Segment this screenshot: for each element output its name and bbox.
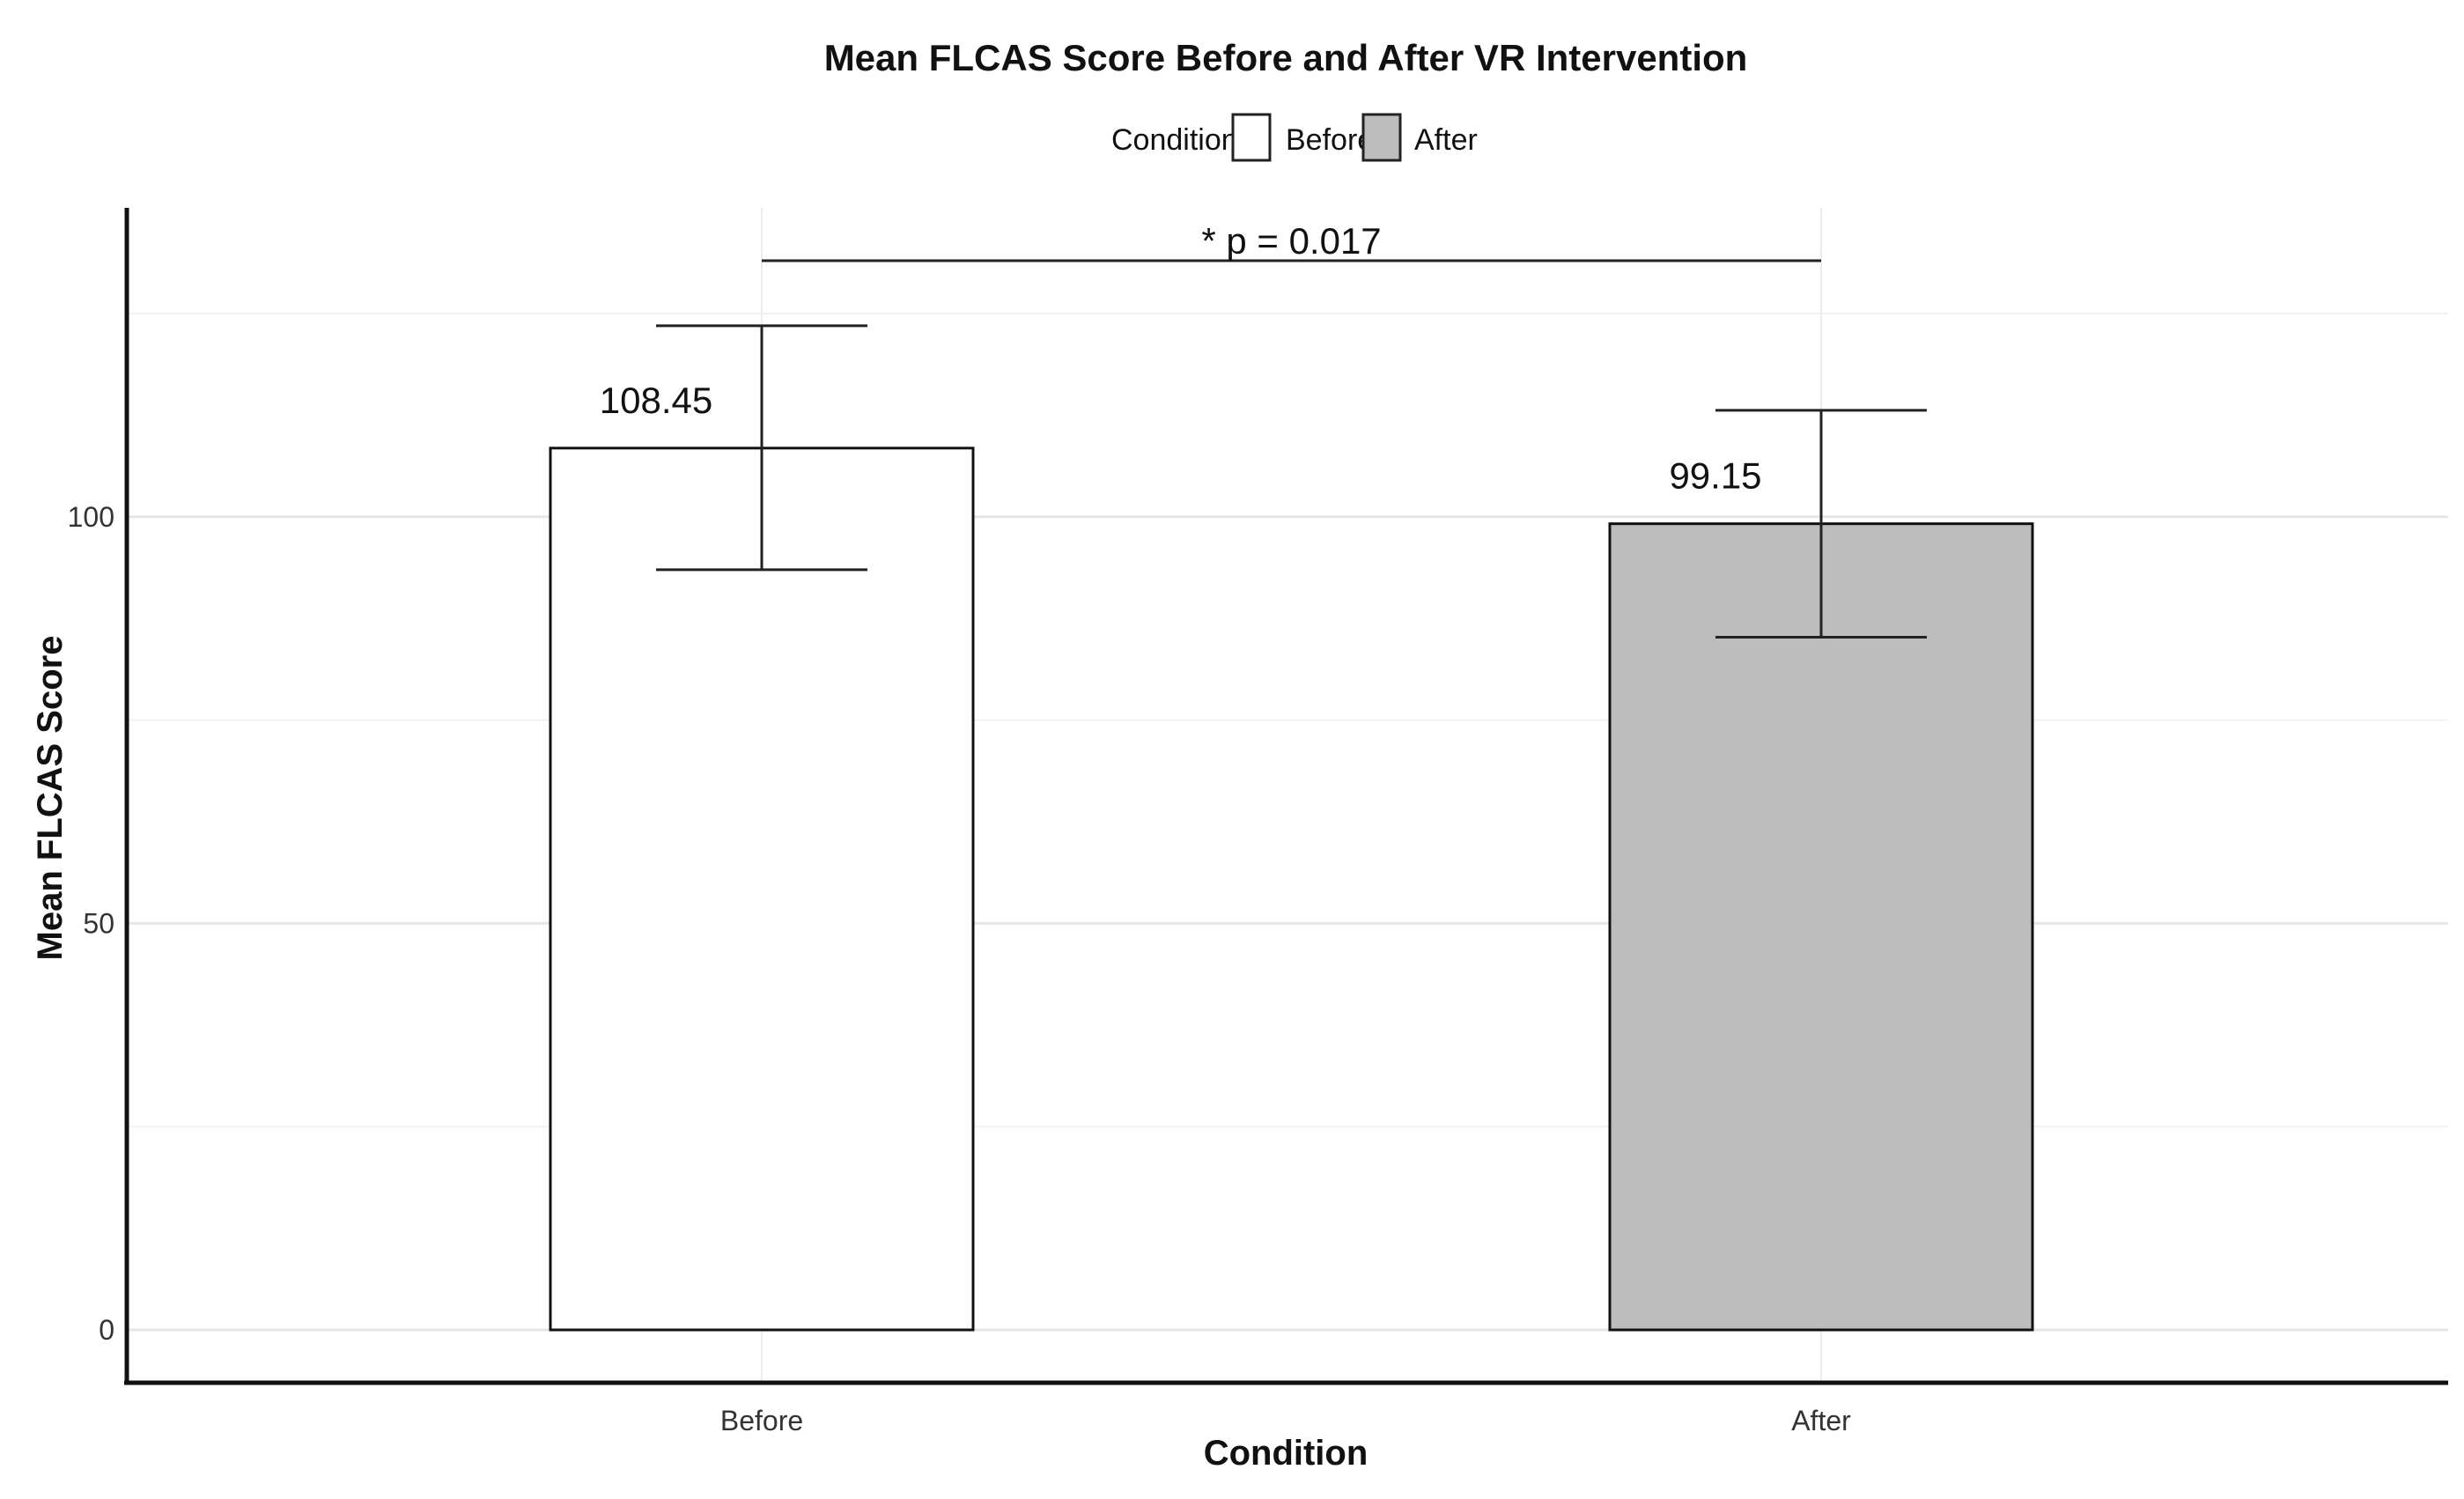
error-bar-before bbox=[656, 324, 867, 572]
data-labels: 108.45 99.15 bbox=[600, 380, 1762, 497]
x-tick-labels: Before After bbox=[720, 1405, 1851, 1436]
legend-swatch-after bbox=[1361, 113, 1402, 162]
y-gridlines bbox=[127, 313, 2448, 1332]
legend-swatch-before bbox=[1231, 113, 1272, 162]
bar-before bbox=[549, 447, 975, 1332]
y-tick-label: 50 bbox=[83, 907, 114, 939]
significance-bracket: * p = 0.017 bbox=[762, 220, 1821, 262]
bars bbox=[549, 447, 2034, 1332]
significance-label: * p = 0.017 bbox=[1201, 220, 1381, 262]
x-axis-title: Condition bbox=[1204, 1434, 1368, 1473]
y-tick-labels: 0 50 100 bbox=[68, 501, 114, 1346]
x-tick-label: After bbox=[1791, 1405, 1851, 1436]
error-bars bbox=[656, 324, 1927, 639]
legend-title: Condition bbox=[1111, 123, 1238, 157]
legend: Condition Before After bbox=[1111, 113, 1478, 162]
x-tick-label: Before bbox=[720, 1405, 803, 1436]
legend-label-before: Before bbox=[1286, 123, 1374, 157]
y-axis-title: Mean FLCAS Score bbox=[31, 636, 70, 961]
y-tick-label: 0 bbox=[99, 1314, 114, 1346]
legend-label-after: After bbox=[1414, 123, 1478, 157]
bar-after bbox=[1608, 522, 2034, 1332]
error-bar-after bbox=[1715, 409, 1927, 639]
chart-title: Mean FLCAS Score Before and After VR Int… bbox=[824, 37, 1748, 78]
data-label-before: 108.45 bbox=[600, 380, 712, 421]
data-label-after: 99.15 bbox=[1669, 455, 1761, 497]
y-tick-label: 100 bbox=[68, 501, 114, 533]
